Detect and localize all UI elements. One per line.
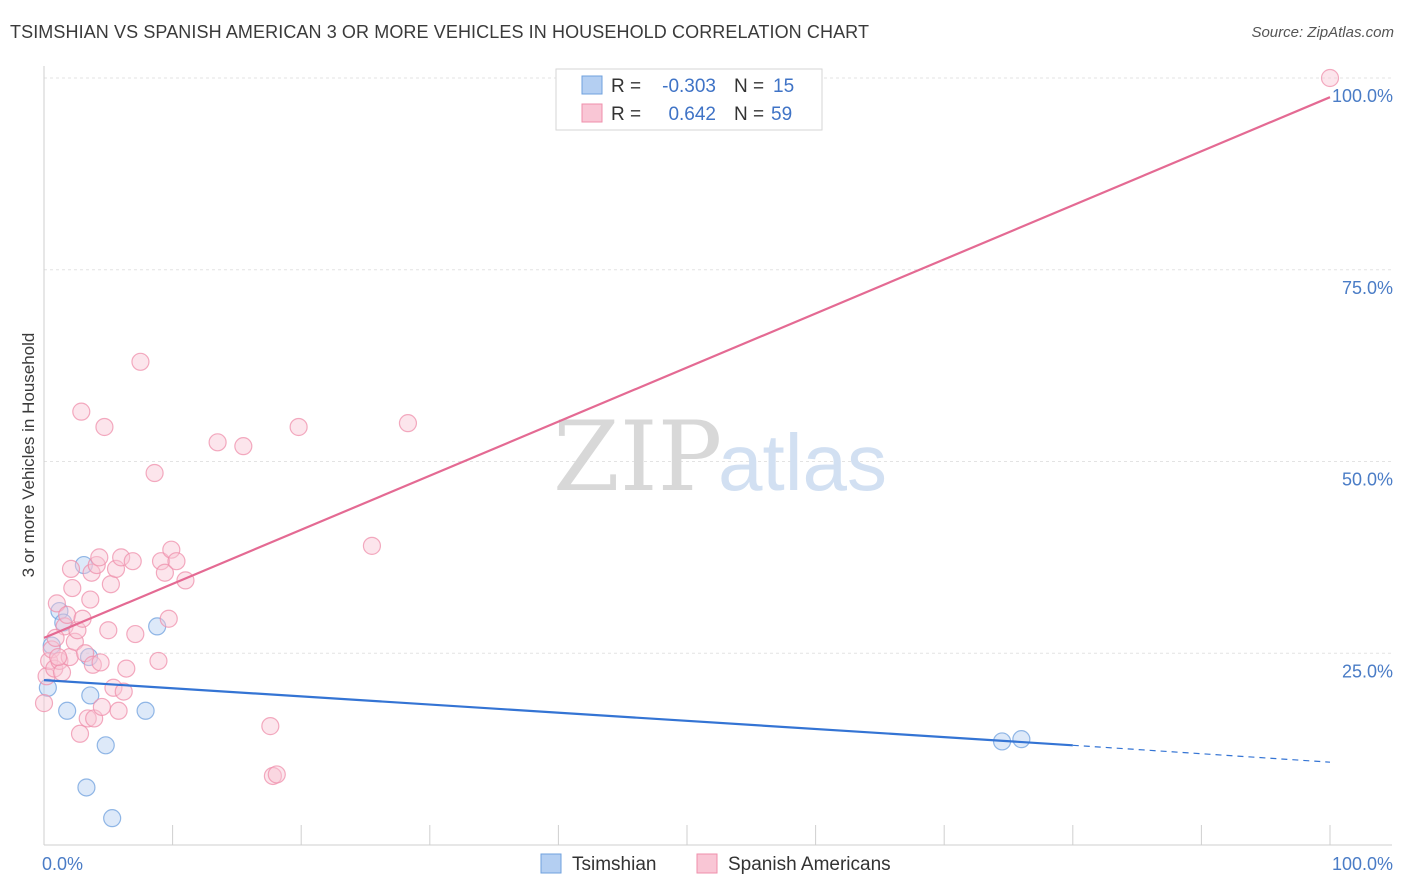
spanish-americans-point <box>261 717 280 736</box>
spanish-americans-point <box>58 605 77 625</box>
legend-swatch-tsimshian <box>581 75 603 95</box>
spanish-americans-point <box>155 563 174 582</box>
spanish-americans-point <box>52 663 72 682</box>
spanish-americans-point <box>92 697 111 717</box>
spanish-americans-point <box>398 414 418 433</box>
spanish-americans-point <box>149 651 168 671</box>
spanish-americans-point <box>167 552 186 571</box>
tick-labels: 25.0% 50.0% 75.0% 100.0% 0.0% 100.0% <box>42 86 1393 874</box>
legend-r-label-1: R = <box>611 76 641 97</box>
y-axis-label: 3 or more Vehicles in Household <box>19 333 38 578</box>
chart-title: TSIMSHIAN VS SPANISH AMERICAN 3 OR MORE … <box>10 22 870 42</box>
source-note: Source: ZipAtlas.com <box>1251 24 1394 41</box>
spanish-americans-point <box>72 402 91 421</box>
spanish-americans-point <box>47 594 66 613</box>
tsimshian-point <box>81 686 100 705</box>
spanish-americans-point <box>131 352 150 371</box>
spanish-americans-point <box>91 653 110 672</box>
legend-swatch-spanish-americans <box>581 103 603 123</box>
spanish-americans-point <box>151 552 171 571</box>
spanish-americans-point <box>208 433 227 452</box>
spanish-americans-point <box>101 575 120 594</box>
bottom-legend: Tsimshian Spanish Americans <box>540 853 891 875</box>
spanish-americans-point <box>362 536 382 555</box>
axes <box>43 66 1392 846</box>
spanish-americans-point <box>63 578 82 598</box>
legend-n-value-2: 59 <box>771 104 792 125</box>
spanish-americans-point <box>81 590 100 609</box>
watermark: ZIP atlas <box>553 401 887 513</box>
trend-lines <box>43 96 1331 763</box>
spanish-americans-trend-line <box>43 96 1331 639</box>
bottom-legend-label-spanish-americans: Spanish Americans <box>728 854 891 875</box>
y-tick-label: 25.0% <box>1342 661 1393 681</box>
y-tick-label: 75.0% <box>1342 278 1393 298</box>
tsimshian-point <box>96 736 115 755</box>
bottom-legend-swatch-spanish-americans <box>696 853 718 874</box>
legend-r-value-2: 0.642 <box>668 104 716 125</box>
data-points <box>34 68 1340 828</box>
spanish-americans-point <box>117 659 136 678</box>
bottom-legend-swatch-tsimshian <box>540 853 562 874</box>
spanish-americans-point <box>99 621 118 640</box>
tsimshian-point <box>136 701 155 720</box>
bottom-legend-label-tsimshian: Tsimshian <box>572 854 656 875</box>
gridlines <box>44 77 1392 654</box>
spanish-americans-point <box>1320 68 1340 88</box>
spanish-americans-point <box>70 724 90 743</box>
spanish-americans-point <box>123 552 142 571</box>
tsimshian-point <box>103 809 122 828</box>
spanish-americans-point <box>95 417 114 437</box>
spanish-americans-point <box>234 437 253 456</box>
spanish-americans-point <box>90 548 109 567</box>
legend-r-value-1: -0.303 <box>662 76 716 97</box>
spanish-americans-point <box>114 682 133 701</box>
spanish-americans-point <box>289 417 308 437</box>
legend-n-label-2: N = <box>734 104 764 125</box>
spanish-americans-point <box>267 765 286 784</box>
watermark-zip: ZIP <box>553 401 722 513</box>
tsimshian-trend-line-extension <box>1072 744 1331 763</box>
tsimshian-point <box>77 778 96 797</box>
y-tick-label: 50.0% <box>1342 470 1393 490</box>
tsimshian-point <box>1012 730 1031 749</box>
tsimshian-point <box>58 701 77 720</box>
spanish-americans-point <box>61 559 81 578</box>
spanish-americans-point <box>112 548 131 567</box>
spanish-americans-point <box>34 694 54 713</box>
spanish-americans-point <box>78 709 97 728</box>
spanish-americans-point <box>106 559 126 578</box>
x-tick-label: 0.0% <box>42 854 83 874</box>
spanish-americans-point <box>145 463 164 483</box>
spanish-americans-point <box>109 701 128 720</box>
legend-r-label-2: R = <box>611 104 641 125</box>
spanish-americans-point <box>162 540 181 559</box>
legend-n-label-1: N = <box>734 76 764 97</box>
tsimshian-trend-line <box>43 678 1073 747</box>
x-tick-label: 100.0% <box>1332 854 1393 874</box>
spanish-americans-point <box>65 632 84 651</box>
y-tick-label: 100.0% <box>1332 86 1393 106</box>
watermark-atlas: atlas <box>718 418 887 507</box>
spanish-americans-point <box>126 624 145 644</box>
spanish-americans-point <box>49 647 68 667</box>
spanish-americans-point <box>159 609 178 628</box>
legend-n-value-1: 15 <box>773 76 794 97</box>
legend-box: R = -0.303 N = 15 R = 0.642 N = 59 <box>555 68 823 131</box>
